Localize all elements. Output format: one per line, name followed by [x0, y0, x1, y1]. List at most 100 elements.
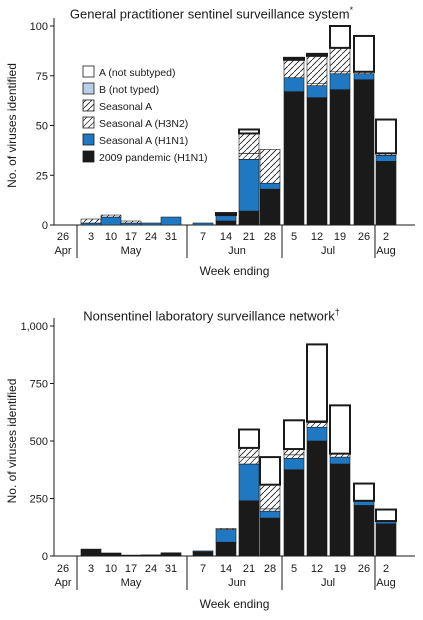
x-tick-label: 7 [200, 563, 206, 575]
x-tick-label: 21 [243, 563, 255, 575]
bar-segment-seasonal-a-h1n1 [306, 85, 328, 98]
x-tick-label: 2 [383, 563, 389, 575]
month-label: Jun [228, 245, 246, 257]
x-axis-title: Week ending [200, 264, 270, 278]
x-tick-label: 26 [57, 563, 69, 575]
legend-swatch-b-not-typed [82, 82, 95, 95]
x-tick-label: 12 [311, 563, 323, 575]
bar-segment-seasonal-a-h1n1 [140, 554, 162, 556]
y-tick-label: 500 [30, 436, 48, 448]
x-tick-label: 14 [220, 231, 232, 243]
bar-segment-a-not-subtyped [259, 456, 281, 486]
nonsentinel-chart: 0 250 500 750 1,000 No. of viruses identified… [5, 318, 415, 611]
x-tick-label: 28 [264, 231, 276, 243]
bar-segment-seasonal-a-h1n1 [259, 182, 281, 190]
x-tick-label: 10 [105, 231, 117, 243]
bar-segment-seasonal-a [259, 149, 281, 184]
bar-segment-2009-pandemic-h1n1 [375, 523, 397, 557]
y-axis-title: No. of viruses identified [5, 63, 19, 188]
legend-swatch-2009-pandemic-h1n1 [82, 150, 95, 163]
bar-segment-a-not-subtyped [353, 482, 375, 502]
chart-title-nonsentinel: Nonsentinel laboratory surveillance netw… [0, 304, 423, 324]
month-label: May [121, 245, 142, 257]
bar-segment-2009-pandemic-h1n1 [283, 469, 305, 557]
bar-segment-a-not-subtyped [283, 56, 305, 61]
legend-swatch-seasonal-a [82, 99, 95, 112]
x-tick-label: 19 [334, 231, 346, 243]
bar-segment-seasonal-a-h3n2 [238, 456, 260, 465]
x-tick-label: 12 [311, 231, 323, 243]
x-tick-label: 24 [145, 563, 157, 575]
bar-segment-a-not-subtyped [353, 34, 375, 73]
x-tick-label: 28 [264, 563, 276, 575]
bar-segment-seasonal-a-h1n1 [100, 552, 122, 554]
bar-segment-2009-pandemic-h1n1 [160, 552, 182, 557]
y-tick-label: 25 [36, 170, 48, 182]
bar-segment-2009-pandemic-h1n1 [259, 517, 281, 557]
bar-segment-seasonal-a [100, 214, 122, 218]
bar-segment-seasonal-a [80, 218, 102, 224]
bar-segment-a-not-subtyped [215, 212, 237, 217]
x-tick-label: 3 [88, 563, 94, 575]
bar-segment-seasonal-a-h1n1 [100, 216, 122, 226]
x-axis-title: Week ending [200, 597, 270, 611]
legend-swatch-seasonal-a-h3n2 [82, 116, 95, 129]
bar-segment-2009-pandemic-h1n1 [215, 220, 237, 226]
y-tick-label: 0 [42, 551, 48, 563]
bar-segment-2009-pandemic-h1n1 [329, 89, 351, 226]
bar-segment-seasonal-a [329, 47, 351, 73]
legend-label: A (not subtyped) [99, 67, 175, 79]
bar-segment-a-not-subtyped [238, 128, 260, 135]
x-tick-label: 19 [334, 563, 346, 575]
bar-segment-2009-pandemic-h1n1 [375, 161, 397, 226]
x-tick-label: 26 [358, 231, 370, 243]
month-label: Jul [321, 577, 335, 589]
bar-segment-seasonal-a-h3n2 [306, 422, 328, 428]
bar-segment-a-not-subtyped [375, 118, 397, 155]
bar-segment-seasonal-a-h1n1 [238, 463, 260, 502]
bar-segment-a-not-subtyped [329, 404, 351, 455]
x-tick-label: 7 [200, 231, 206, 243]
x-tick-label: 10 [105, 563, 117, 575]
y-tick-label: 750 [30, 379, 48, 391]
x-tick-label: 17 [125, 563, 137, 575]
bar-segment-seasonal-a-h1n1 [329, 456, 351, 465]
bar-segment-seasonal-a [259, 484, 281, 510]
x-tick-label: 26 [57, 231, 69, 243]
bar-segment-seasonal-a-h3n2 [259, 508, 281, 512]
y-tick-label: 50 [36, 121, 48, 133]
bar-segment-2009-pandemic-h1n1 [329, 463, 351, 557]
bar-segment-seasonal-a-h1n1 [215, 529, 237, 543]
legend-label: Seasonal A [99, 101, 152, 113]
legend-label: Seasonal A (H3N2) [99, 118, 188, 130]
x-tick-label: 24 [145, 231, 157, 243]
legend-label: Seasonal A (H1N1) [99, 135, 188, 147]
x-tick-label: 2 [383, 231, 389, 243]
month-label: Aug [376, 245, 396, 257]
bar-segment-seasonal-a-h1n1 [160, 216, 182, 226]
y-tick-label: 0 [42, 220, 48, 232]
x-tick-label: 26 [358, 563, 370, 575]
bar-segment-a-not-subtyped [238, 428, 260, 449]
bar-segment-2009-pandemic-h1n1 [215, 541, 237, 557]
bar-segment-seasonal-a [283, 59, 305, 79]
y-tick-label: 100 [30, 21, 48, 33]
bar-segment-2009-pandemic-h1n1 [353, 505, 375, 557]
month-label: Jul [321, 245, 335, 257]
x-tick-label: 14 [220, 563, 232, 575]
bar-segment-seasonal-a-h1n1 [329, 73, 351, 90]
legend-swatch-a-not-subtyped [82, 65, 95, 78]
bar-segment-2009-pandemic-h1n1 [306, 440, 328, 557]
bar-segment-seasonal-a-h1n1 [192, 222, 214, 226]
bar-segment-seasonal-a-h1n1 [283, 77, 305, 92]
bar-segment-seasonal-a-h1n1 [238, 159, 260, 212]
bar-segment-a-not-subtyped [306, 52, 328, 57]
chart-title-text: Nonsentinel laboratory surveillance netw… [83, 308, 335, 324]
x-tick-label: 17 [125, 231, 137, 243]
bar-segment-a-not-subtyped [329, 25, 351, 49]
month-label: Aug [376, 577, 396, 589]
chart-title-text: General practitioner sentinel surveillan… [69, 6, 350, 22]
y-axis-title: No. of viruses identified [5, 379, 19, 504]
month-label: Apr [54, 577, 71, 589]
